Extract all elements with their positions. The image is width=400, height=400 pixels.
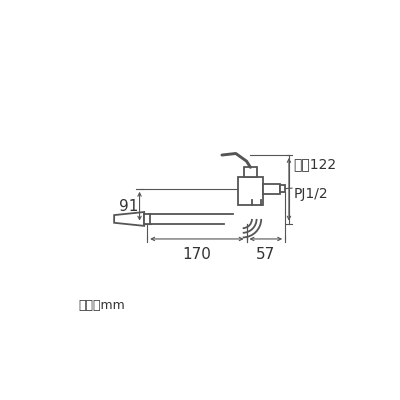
Bar [144,214,150,224]
Bar [280,186,285,192]
Bar [238,177,263,205]
Text: 170: 170 [182,247,211,262]
Text: PJ1/2: PJ1/2 [294,187,328,201]
Text: 最高122: 最高122 [294,157,337,171]
Text: 単位：mm: 単位：mm [78,300,125,312]
Bar [244,167,257,177]
Polygon shape [114,212,144,226]
Bar [263,184,280,194]
Text: 57: 57 [256,247,276,262]
Text: 91: 91 [119,199,138,214]
